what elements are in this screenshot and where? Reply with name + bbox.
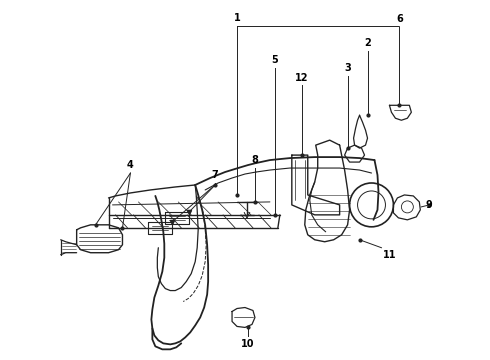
- Text: 3: 3: [344, 63, 351, 73]
- Text: 7: 7: [212, 170, 219, 180]
- Text: 9: 9: [426, 200, 433, 210]
- Text: 6: 6: [396, 14, 403, 24]
- Text: 1: 1: [234, 13, 241, 23]
- Text: 12: 12: [295, 73, 309, 84]
- Text: 5: 5: [271, 55, 278, 66]
- Text: 4: 4: [127, 160, 134, 170]
- Text: 10: 10: [241, 339, 255, 349]
- Text: 11: 11: [383, 250, 396, 260]
- Text: 8: 8: [251, 155, 258, 165]
- Text: 2: 2: [364, 37, 371, 48]
